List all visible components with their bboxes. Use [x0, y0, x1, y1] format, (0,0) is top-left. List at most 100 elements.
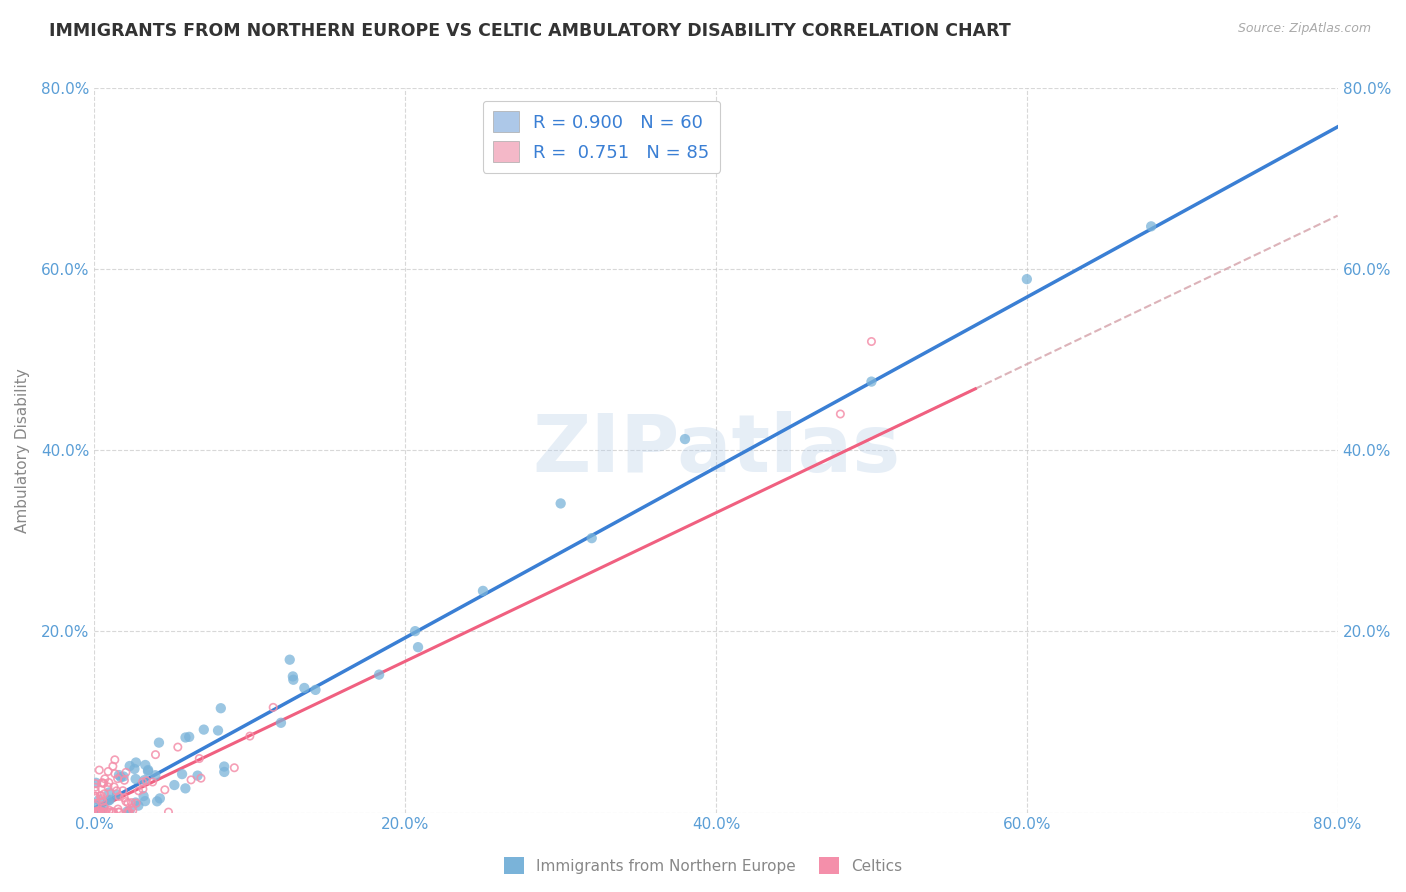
Point	[112, 773, 135, 788]
Point	[118, 804, 141, 818]
Point	[101, 759, 124, 773]
Point	[112, 791, 135, 805]
Point	[224, 761, 246, 775]
Point	[170, 767, 193, 781]
Point	[174, 731, 197, 745]
Point	[89, 805, 111, 819]
Point	[262, 700, 284, 714]
Point	[91, 805, 114, 819]
Point	[89, 803, 111, 817]
Point	[89, 789, 111, 803]
Point	[84, 805, 107, 819]
Point	[145, 747, 167, 762]
Point	[127, 798, 149, 813]
Point	[84, 805, 107, 819]
Point	[103, 805, 125, 819]
Point	[239, 729, 262, 743]
Point	[93, 787, 115, 801]
Point	[103, 780, 125, 794]
Point	[125, 756, 148, 770]
Point	[97, 794, 120, 808]
Legend: Immigrants from Northern Europe, Celtics: Immigrants from Northern Europe, Celtics	[498, 851, 908, 880]
Point	[132, 789, 155, 803]
Point	[104, 766, 127, 780]
Point	[157, 805, 180, 819]
Point	[84, 780, 107, 795]
Point	[107, 802, 129, 816]
Point	[187, 769, 209, 783]
Point	[107, 772, 129, 786]
Point	[84, 805, 107, 819]
Point	[93, 800, 115, 814]
Point	[84, 805, 107, 819]
Point	[124, 796, 146, 810]
Point	[87, 793, 110, 807]
Point	[89, 805, 111, 819]
Point	[134, 758, 156, 772]
Point	[404, 624, 426, 639]
Point	[91, 805, 114, 819]
Point	[1140, 219, 1163, 234]
Point	[180, 772, 202, 787]
Point	[1015, 272, 1038, 286]
Point	[121, 801, 143, 815]
Text: ZIPatlas: ZIPatlas	[531, 411, 900, 489]
Point	[84, 805, 107, 819]
Point	[105, 784, 128, 798]
Point	[84, 784, 107, 798]
Point	[188, 751, 211, 765]
Point	[111, 783, 134, 797]
Point	[581, 531, 603, 545]
Point	[149, 791, 172, 805]
Point	[98, 793, 121, 807]
Point	[98, 803, 121, 817]
Point	[270, 715, 292, 730]
Point	[406, 640, 429, 655]
Point	[98, 785, 121, 799]
Point	[107, 805, 129, 819]
Point	[118, 805, 141, 819]
Point	[86, 805, 108, 819]
Point	[97, 764, 120, 779]
Point	[115, 805, 138, 819]
Point	[673, 432, 696, 446]
Point	[112, 769, 135, 783]
Point	[117, 805, 139, 819]
Point	[91, 776, 114, 790]
Point	[90, 805, 112, 819]
Point	[121, 804, 143, 818]
Text: IMMIGRANTS FROM NORTHERN EUROPE VS CELTIC AMBULATORY DISABILITY CORRELATION CHAR: IMMIGRANTS FROM NORTHERN EUROPE VS CELTI…	[49, 22, 1011, 40]
Point	[97, 780, 120, 794]
Point	[108, 768, 131, 782]
Point	[118, 759, 141, 773]
Point	[125, 796, 148, 810]
Point	[292, 681, 315, 695]
Point	[110, 770, 132, 784]
Point	[153, 782, 176, 797]
Point	[91, 805, 114, 819]
Point	[209, 701, 232, 715]
Point	[84, 789, 107, 804]
Point	[86, 805, 108, 819]
Point	[472, 583, 495, 598]
Point	[90, 789, 112, 803]
Point	[124, 762, 146, 776]
Point	[98, 805, 121, 819]
Legend: R = 0.900   N = 60, R =  0.751   N = 85: R = 0.900 N = 60, R = 0.751 N = 85	[482, 101, 720, 173]
Point	[93, 800, 115, 814]
Point	[90, 791, 112, 805]
Point	[97, 775, 120, 789]
Point	[84, 776, 107, 790]
Point	[89, 763, 111, 777]
Point	[115, 795, 138, 809]
Point	[136, 763, 159, 777]
Point	[84, 798, 107, 813]
Point	[166, 740, 188, 755]
Point	[283, 673, 305, 687]
Y-axis label: Ambulatory Disability: Ambulatory Disability	[15, 368, 30, 533]
Point	[86, 805, 108, 819]
Point	[108, 805, 131, 819]
Point	[86, 805, 108, 819]
Point	[132, 782, 155, 797]
Point	[117, 796, 139, 810]
